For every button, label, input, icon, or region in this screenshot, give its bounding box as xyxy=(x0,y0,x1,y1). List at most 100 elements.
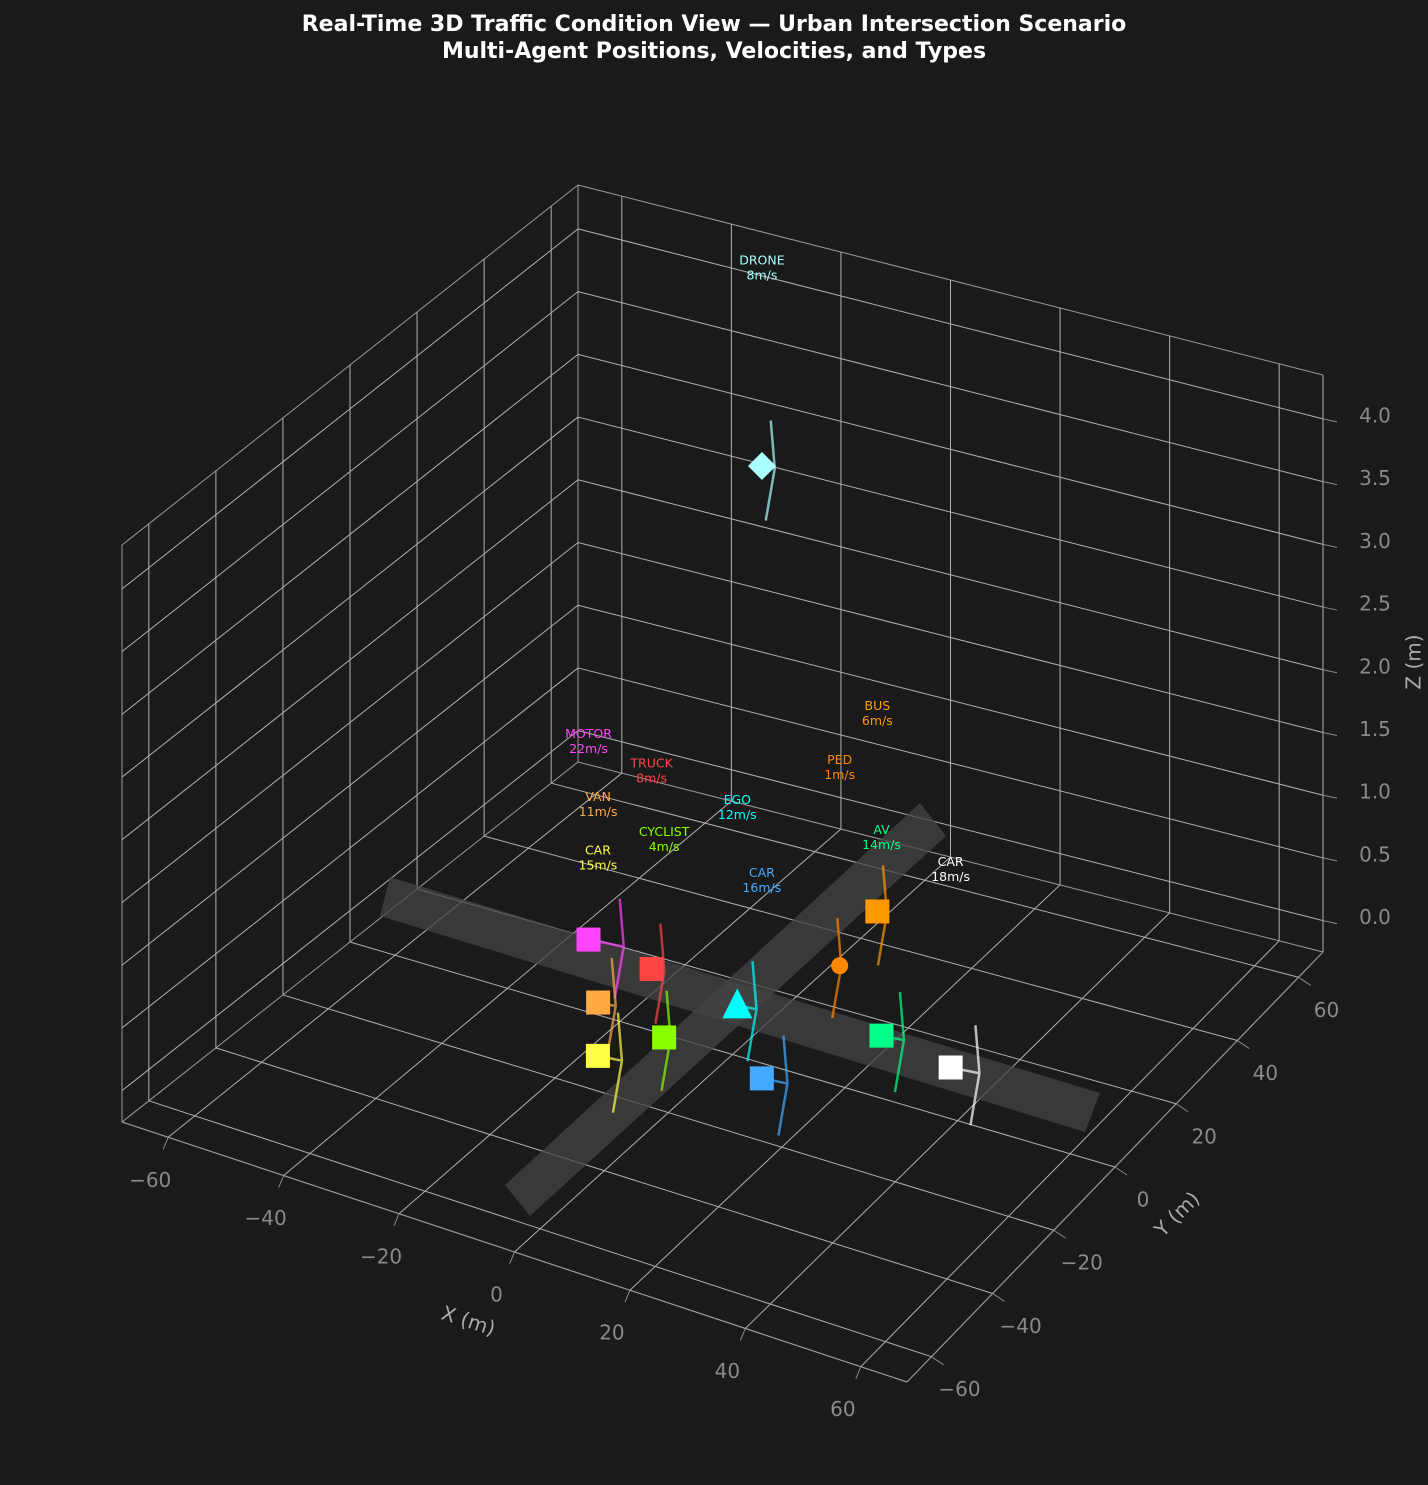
road xyxy=(505,803,946,1216)
tick-mark xyxy=(1175,1103,1189,1113)
agent-speed-label: 16m/s xyxy=(742,880,781,895)
tick-mark xyxy=(1322,418,1338,423)
tick-mark xyxy=(1298,976,1311,986)
agent-label: AV xyxy=(873,822,890,837)
agent-speed-label: 8m/s xyxy=(747,267,778,282)
tick-mark xyxy=(393,1213,400,1226)
tick-mark xyxy=(1322,732,1338,736)
grid-line xyxy=(577,604,1324,796)
chart-title: Real-Time 3D Traffic Condition View — Ur… xyxy=(302,12,1127,37)
y-tick-label: −60 xyxy=(938,1377,980,1401)
tick-mark xyxy=(1322,920,1338,925)
agent-marker xyxy=(869,1023,894,1048)
grid-line xyxy=(577,479,1324,671)
agent-speed-label: 6m/s xyxy=(862,713,893,728)
agent-marker xyxy=(938,1055,963,1080)
agent-marker xyxy=(585,1043,610,1068)
tick-mark xyxy=(1322,481,1338,486)
grid-line xyxy=(577,228,1324,420)
grid-line xyxy=(577,667,1324,859)
x-tick-label: −60 xyxy=(129,1168,171,1192)
tick-mark xyxy=(1322,857,1338,862)
grid-line xyxy=(577,353,1324,545)
agent-marker xyxy=(576,927,601,952)
tick-mark xyxy=(162,1137,169,1150)
grid-line xyxy=(577,416,1324,608)
agent-marker xyxy=(865,899,890,924)
agent-label: TRUCK xyxy=(629,756,673,771)
grid-line xyxy=(282,994,1054,1231)
agent-speed-label: 15m/s xyxy=(579,857,618,872)
tick-mark xyxy=(739,1328,746,1341)
z-tick-label: 0.5 xyxy=(1359,842,1391,866)
tick-mark xyxy=(992,1293,1005,1302)
y-tick-label: 20 xyxy=(1191,1124,1216,1148)
agent-speed-label: 22m/s xyxy=(569,741,608,756)
agent-label: EGO xyxy=(724,792,752,807)
x-tick-label: −40 xyxy=(245,1206,287,1230)
z-tick-label: 1.5 xyxy=(1359,717,1391,741)
x-axis-label: X (m) xyxy=(439,1301,499,1341)
grid-line xyxy=(148,1100,932,1358)
z-tick-label: 3.5 xyxy=(1359,466,1391,490)
y-axis-label: Y (m) xyxy=(1149,1186,1205,1242)
agent-label: PED xyxy=(827,752,852,767)
agent-speed-label: 1m/s xyxy=(824,767,855,782)
y-tick-label: 40 xyxy=(1253,1061,1278,1085)
z-tick-label: 0.0 xyxy=(1359,905,1391,929)
grid-line xyxy=(121,416,579,778)
tick-mark xyxy=(1053,1229,1067,1239)
tick-mark xyxy=(1322,606,1338,611)
agent-label: BUS xyxy=(865,698,891,713)
grid-line xyxy=(577,542,1324,733)
grid: −60 −40 −20 0 20 40 60 −60 −40 −20 0 20 40 60 0.0 0.5 1.… xyxy=(121,184,1391,1421)
grid-line xyxy=(121,730,579,1092)
grid-line xyxy=(121,542,579,903)
z-axis-label: Z (m) xyxy=(1402,634,1426,689)
grid-line xyxy=(349,941,1116,1168)
agent-label: CAR xyxy=(749,865,775,880)
y-tick-label: 0 xyxy=(1137,1188,1150,1212)
agent-label: DRONE xyxy=(739,252,785,267)
agent-marker xyxy=(586,990,611,1015)
grid-line xyxy=(121,353,579,715)
agent-marker xyxy=(749,1066,774,1091)
grid-line xyxy=(121,604,579,966)
grid-line xyxy=(551,782,1299,978)
tick-mark xyxy=(624,1290,631,1303)
grid-line xyxy=(577,291,1324,483)
x-tick-label: −20 xyxy=(360,1244,402,1268)
x-tick-label: 40 xyxy=(715,1359,740,1383)
agent-marker xyxy=(747,451,776,480)
tick-mark xyxy=(1237,1040,1250,1049)
tick-mark xyxy=(1322,794,1338,799)
agent-marker xyxy=(722,988,753,1019)
x-tick-label: 20 xyxy=(599,1321,624,1345)
grid-line xyxy=(121,291,579,653)
agent-marker xyxy=(652,1025,677,1050)
z-tick-label: 3.0 xyxy=(1359,529,1391,553)
chart-subtitle: Multi-Agent Positions, Velocities, and T… xyxy=(442,39,986,64)
x-tick-label: 0 xyxy=(490,1283,503,1307)
agent-label: CYCLIST xyxy=(639,824,690,839)
agent-label: CAR xyxy=(938,854,964,869)
y-tick-label: −20 xyxy=(1061,1251,1103,1275)
agent-marker xyxy=(831,957,849,975)
grid-line xyxy=(215,1047,993,1294)
tick-mark xyxy=(931,1356,944,1366)
tick-mark xyxy=(1322,543,1338,548)
z-tick-label: 4.0 xyxy=(1359,403,1391,427)
grid-line xyxy=(121,228,579,590)
agent-speed-label: 14m/s xyxy=(862,837,901,852)
agent-marker xyxy=(639,957,664,982)
agent-label: MOTOR xyxy=(565,726,612,741)
agent-speed-label: 8m/s xyxy=(636,771,667,786)
agent-label: VAN xyxy=(585,789,611,804)
marks: MOTOR22m/sTRUCK8m/sVAN11m/sCYCLIST4m/sCA… xyxy=(565,252,981,1136)
z-tick-label: 2.0 xyxy=(1359,654,1391,678)
tick-mark xyxy=(1322,669,1338,674)
grid-line xyxy=(121,667,579,1029)
grid-line xyxy=(577,730,1324,922)
tick-mark xyxy=(855,1366,862,1379)
